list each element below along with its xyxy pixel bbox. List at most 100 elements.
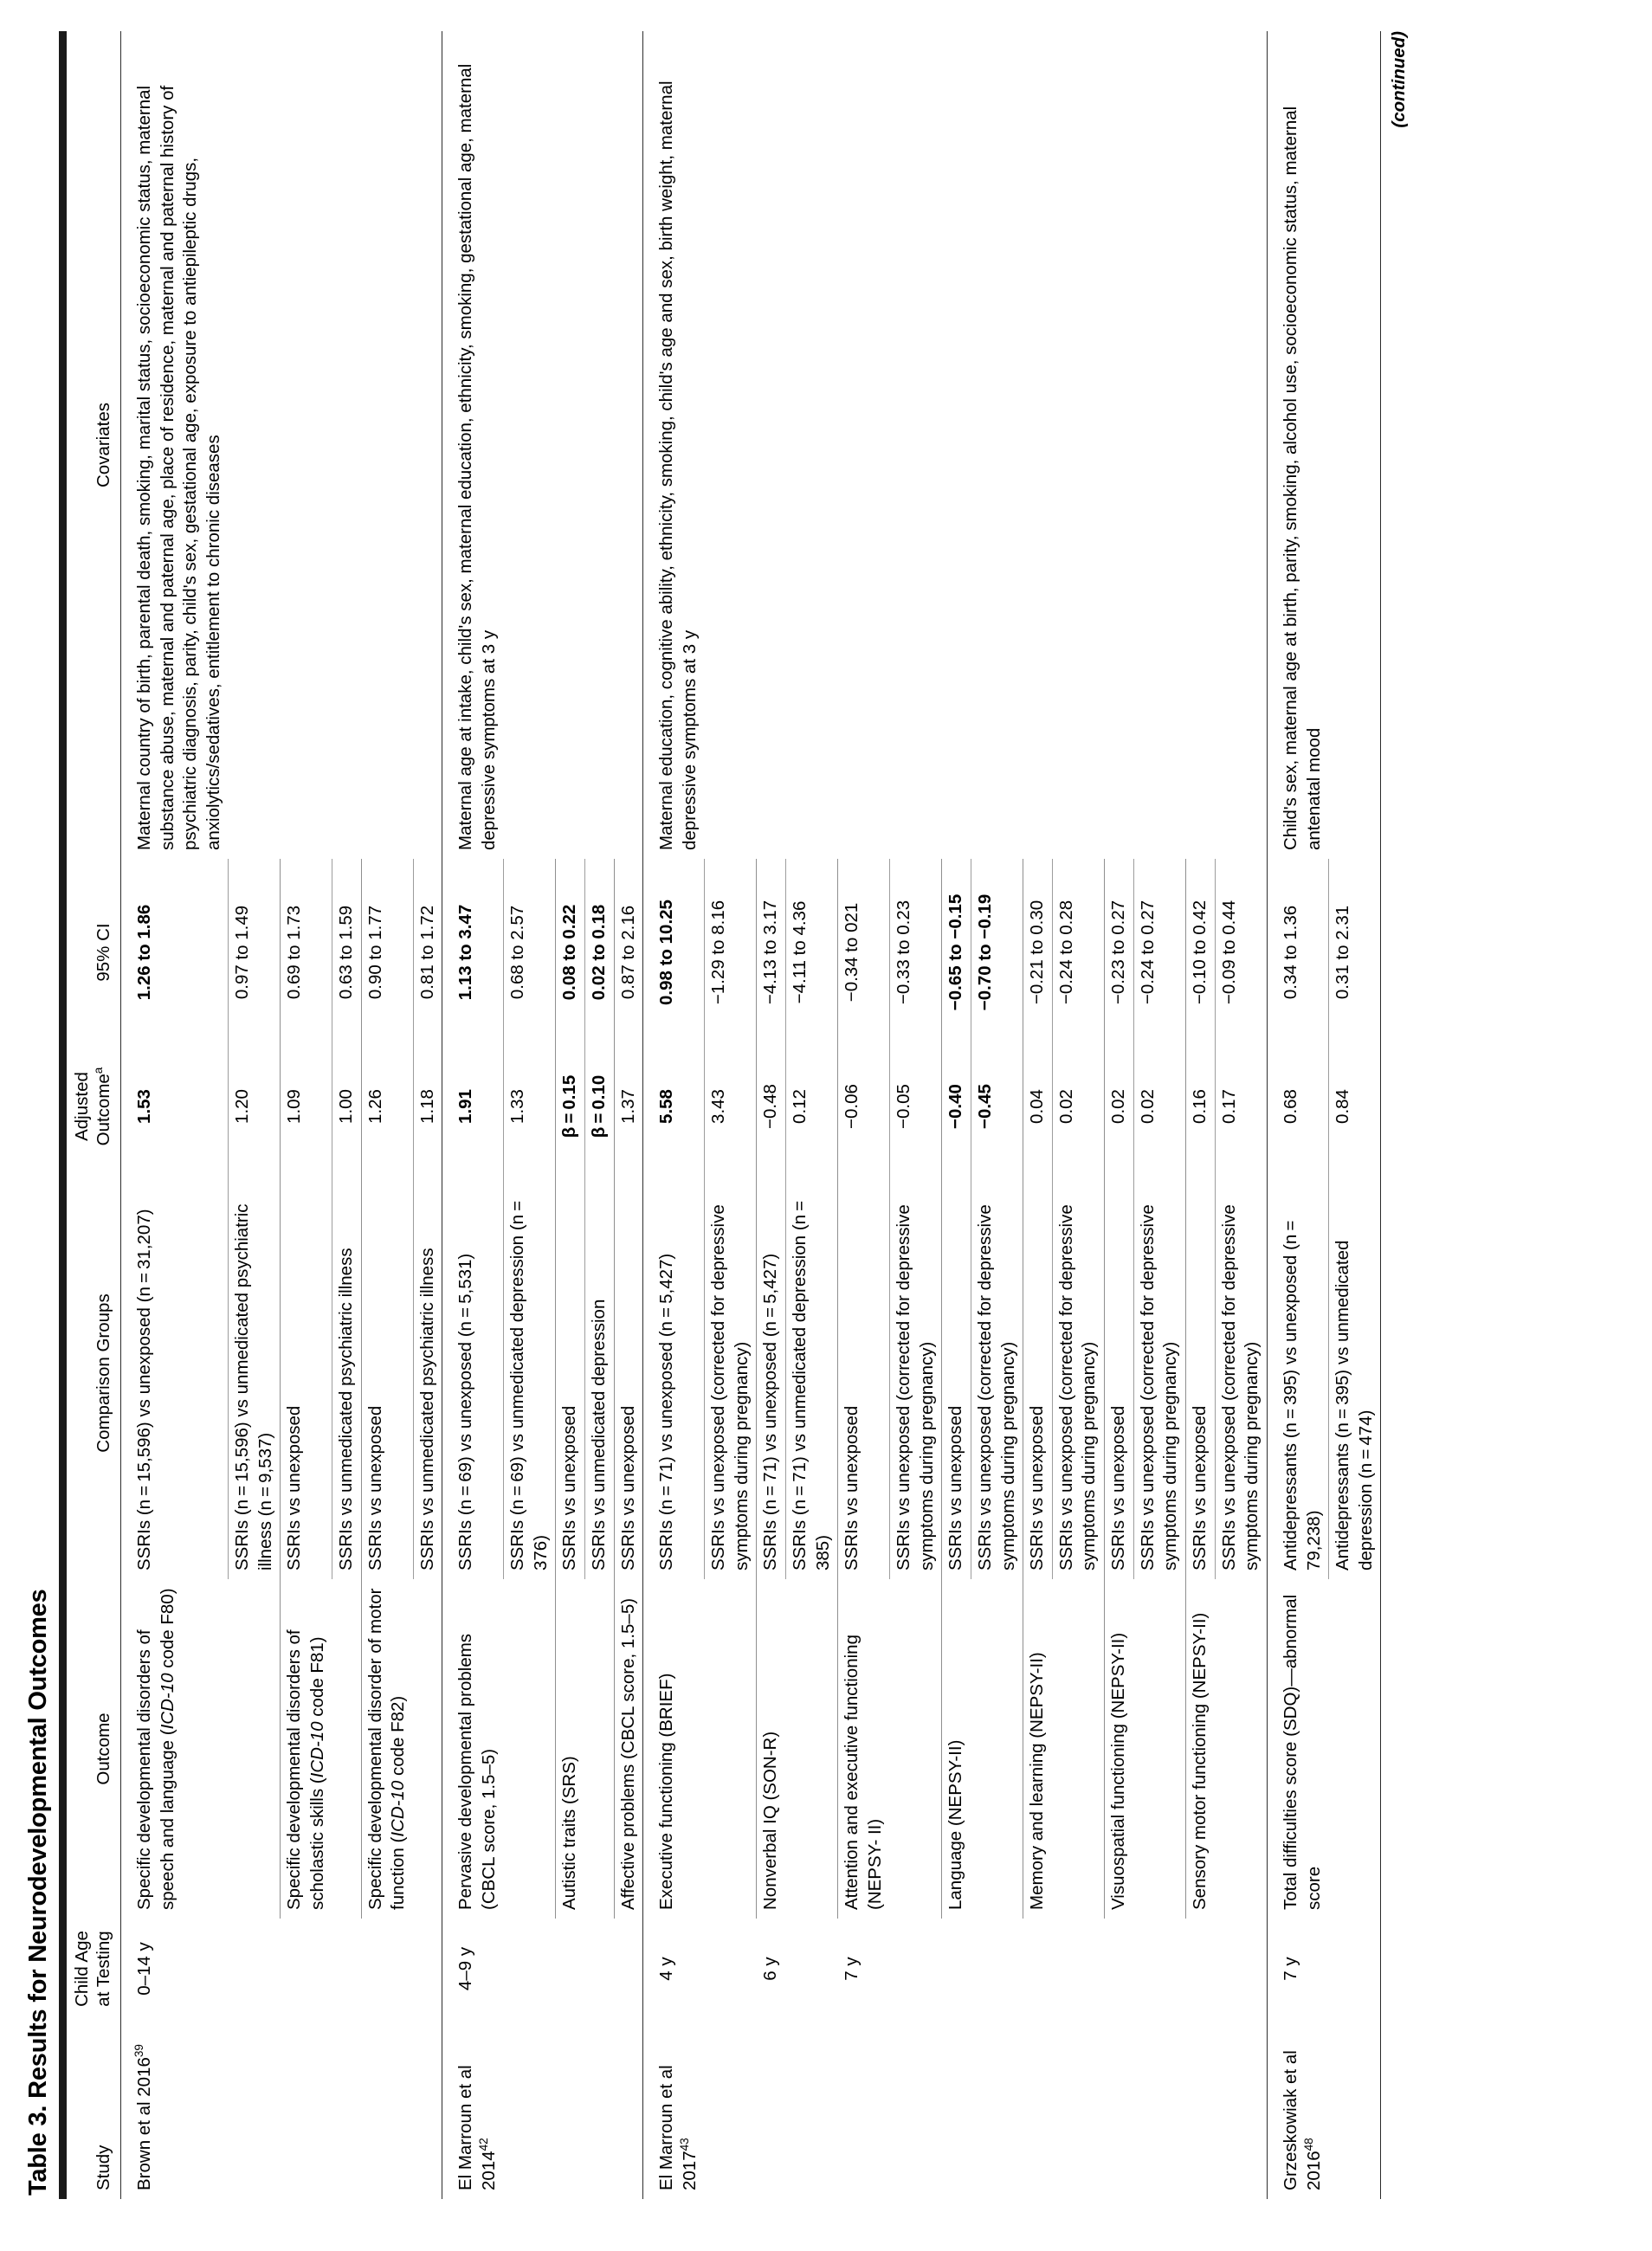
- cell-covariates: [229, 31, 281, 859]
- cell-study: [1052, 2019, 1104, 2199]
- adjusted-value-bold: −0.40: [945, 1084, 966, 1129]
- cell-child-age: [1052, 1919, 1104, 2019]
- cell-outcome: [413, 1579, 442, 1919]
- table-row: SSRIs (n = 71) vs unmedicated depression…: [785, 31, 838, 2199]
- cell-outcome: Specific developmental disorder of motor…: [361, 1579, 414, 1919]
- cell-95-ci: 1.13 to 3.47: [442, 859, 504, 1046]
- adjusted-footnote-marker: a: [92, 1067, 106, 1074]
- adjusted-value-bold: −0.45: [974, 1084, 995, 1129]
- cell-comparison-groups: SSRIs (n = 71) vs unexposed (n = 5,427): [756, 1167, 786, 1579]
- ci-value-bold: 0.98 to 10.25: [656, 900, 677, 1005]
- cell-95-ci: 0.68 to 2.57: [503, 859, 556, 1046]
- study-reference-superscript: 48: [1301, 2138, 1315, 2151]
- cell-study: [942, 2019, 971, 2199]
- table-head: Study Child Age at Testing Outcome Compa…: [67, 31, 121, 2199]
- cell-child-age: 7 y: [841, 1957, 861, 1981]
- cell-outcome: [1052, 1579, 1104, 1919]
- cell-child-age: [889, 1919, 941, 2019]
- cell-study: [413, 2019, 442, 2199]
- cell-comparison-groups: SSRIs vs unexposed: [837, 1167, 890, 1579]
- cell-child-age: 4–9 y: [442, 1919, 504, 2019]
- ci-value-bold: 1.26 to 1.86: [134, 904, 154, 1001]
- cell-comparison-groups: SSRIs vs unexposed: [555, 1167, 585, 1579]
- ci-value-bold: −0.65 to −0.15: [945, 893, 966, 1011]
- cell-95-ci: −0.24 to 0.28: [1052, 859, 1105, 1046]
- cell-child-age: [704, 1919, 756, 2019]
- cell-child-age: [556, 1919, 585, 2019]
- cell-outcome: [971, 1579, 1023, 1919]
- cell-comparison-groups: SSRIs vs unmedicated psychiatric illness: [332, 1167, 362, 1579]
- cell-study: [1185, 2019, 1215, 2199]
- cell-adjusted-outcome: −0.48: [756, 1046, 786, 1167]
- cell-covariates: [584, 31, 614, 859]
- cell-child-age: [785, 1919, 837, 2019]
- table-row: El Marroun et al 201743 4 y Executive func…: [642, 31, 705, 2199]
- cell-outcome: Affective problems (CBCL score, 1.5–5): [614, 1579, 643, 1919]
- cell-adjusted-outcome: β = 0.15: [555, 1046, 585, 1167]
- cell-child-age: 4 y: [642, 1919, 705, 2019]
- cell-study: [704, 2019, 756, 2199]
- cell-child-age: [1185, 1919, 1215, 2019]
- cell-child-age: [1023, 1919, 1053, 2019]
- cell-comparison-groups: SSRIs vs unexposed: [1104, 1167, 1134, 1579]
- cell-95-ci: 0.31 to 2.31: [1328, 859, 1381, 1046]
- cell-child-age: 7 y: [1267, 1919, 1329, 2019]
- cell-outcome: Nonverbal IQ (SON-R): [756, 1579, 786, 1919]
- cell-child-age: [971, 1919, 1023, 2019]
- table-row: Language (NEPSY-II) SSRIs vs unexposed −0.…: [941, 31, 971, 2199]
- cell-95-ci: −0.70 to −0.19: [971, 859, 1023, 1046]
- cell-study: [785, 2019, 837, 2199]
- cell-covariates: [1133, 31, 1185, 859]
- cell-95-ci: −0.34 to 021: [837, 859, 890, 1046]
- cell-outcome: Total difficulties score (SDQ)—abnormal …: [1267, 1579, 1329, 1919]
- cell-covariates: [1329, 31, 1381, 859]
- cell-study: [556, 2019, 585, 2199]
- cell-child-age: [942, 1919, 971, 2019]
- cell-comparison-groups: SSRIs (n = 69) vs unexposed (n = 5,531): [442, 1167, 504, 1579]
- column-header-covariates: Covariates: [94, 403, 113, 487]
- cell-comparison-groups: SSRIs vs unmedicated depression: [584, 1167, 615, 1579]
- column-header-child-age: Child Age at Testing: [67, 1919, 121, 2019]
- cell-study: [1215, 2019, 1267, 2199]
- cell-adjusted-outcome: 1.18: [413, 1046, 442, 1167]
- adjusted-line1: Adjusted: [72, 1072, 92, 1141]
- cell-comparison-groups: SSRIs vs unexposed: [361, 1167, 414, 1579]
- cell-comparison-groups: SSRIs vs unexposed (corrected for depres…: [704, 1167, 757, 1579]
- cell-outcome: Executive functioning (BRIEF): [642, 1579, 705, 1919]
- cell-95-ci: −0.21 to 0.30: [1023, 859, 1053, 1046]
- cell-child-age: [1105, 1919, 1134, 2019]
- cell-95-ci: 0.02 to 0.18: [584, 859, 615, 1046]
- cell-child-age: [413, 1919, 442, 2019]
- cell-study: [1133, 2019, 1185, 2199]
- cell-child-age: 0–14 y: [120, 1919, 229, 2019]
- ci-value-bold: 1.13 to 3.47: [455, 904, 476, 1001]
- table-row: Grzeskowiak et al 201648 7 y Total difficu…: [1267, 31, 1329, 2199]
- adjusted-value-bold: 1.91: [455, 1089, 476, 1124]
- cell-comparison-groups: SSRIs (n = 15,596) vs unexposed (n = 31,…: [120, 1167, 229, 1579]
- cell-outcome: Autistic traits (SRS): [555, 1579, 585, 1919]
- table-row: Brown et al 201639 0–14 y Specific develop…: [120, 31, 229, 2199]
- ci-value-bold: −0.70 to −0.19: [974, 893, 995, 1011]
- table-row: SSRIs vs unmedicated psychiatric illness…: [413, 31, 442, 2199]
- cell-covariates: Maternal age at intake, child's sex, mat…: [442, 31, 504, 859]
- cell-covariates: [556, 31, 585, 859]
- column-header-adjusted-outcome: Adjusted Outcomea: [67, 1046, 121, 1167]
- cell-study: [332, 2019, 362, 2199]
- cell-outcome: Specific developmental disorders of scho…: [280, 1579, 332, 1919]
- cell-comparison-groups: SSRIs (n = 71) vs unmedicated depression…: [785, 1167, 838, 1579]
- adjusted-value-bold: β = 0.10: [588, 1074, 609, 1138]
- icd-10-italic: ICD-10: [157, 1673, 177, 1730]
- cell-outcome: [1133, 1579, 1185, 1919]
- cell-adjusted-outcome: 0.16: [1185, 1046, 1216, 1167]
- table-row: SSRIs (n = 15,596) vs unmedicated psychi…: [228, 31, 281, 2199]
- cell-study: [503, 2019, 555, 2199]
- table-row: Sensory motor functioning (NEPSY-II) SSRI…: [1185, 31, 1216, 2199]
- table-row: 6 y Nonverbal IQ (SON-R) SSRIs (n = 71) vs…: [756, 31, 786, 2199]
- cell-child-age: [1215, 1919, 1267, 2019]
- study-reference-superscript: 39: [132, 2044, 146, 2058]
- cell-child-age: [281, 1919, 332, 2019]
- cell-adjusted-outcome: 1.20: [228, 1046, 281, 1167]
- ci-value-bold: 0.08 to 0.22: [559, 904, 580, 1001]
- cell-covariates: [614, 31, 643, 859]
- header-row: Study Child Age at Testing Outcome Compa…: [67, 31, 121, 2199]
